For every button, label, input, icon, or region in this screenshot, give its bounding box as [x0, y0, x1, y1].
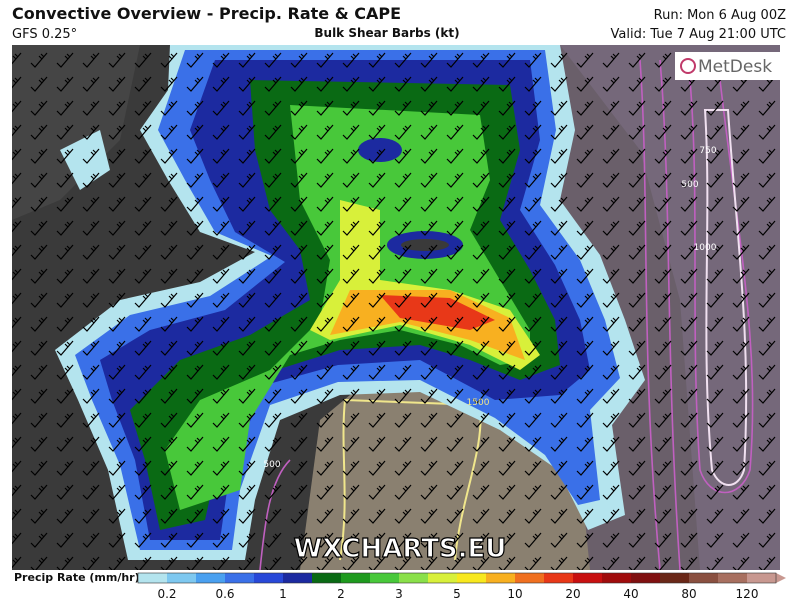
colorbar-swatch [399, 573, 429, 583]
colorbar-label: Precip Rate (mm/hr) [14, 571, 140, 584]
colorbar-swatch [225, 573, 255, 583]
colorbar-swatch [747, 573, 777, 583]
colorbar-swatch [718, 573, 748, 583]
colorbar-tick-label: 3 [395, 587, 403, 601]
logo: MetDesk [698, 57, 772, 77]
colorbar-arrow [776, 573, 786, 583]
colorbar-tick-label: 20 [565, 587, 580, 601]
colorbar-swatch [486, 573, 516, 583]
colorbar-frame [137, 572, 777, 584]
shear-barbs [12, 45, 780, 570]
colorbar-swatch [254, 573, 284, 583]
logo-icon [680, 58, 696, 74]
watermark: WXCHARTS.EU [294, 534, 507, 564]
colorbar-tick-label: 80 [681, 587, 696, 601]
colorbar-tick-label: 2 [337, 587, 345, 601]
contour-label: 750 [699, 146, 716, 156]
model-label: GFS 0.25° [12, 27, 77, 42]
colorbar: 0.2 0.6 1 2 3 5 10 20 40 80 120 [137, 572, 786, 601]
contour-label: 1500 [467, 398, 490, 408]
valid-label: Valid: Tue 7 Aug 21:00 UTC [611, 27, 786, 42]
colorbar-swatch [457, 573, 487, 583]
colorbar-swatch [167, 573, 197, 583]
run-label: Run: Mon 6 Aug 00Z [654, 8, 786, 23]
contour-label: 500 [263, 460, 280, 470]
logo-box [675, 52, 781, 80]
colorbar-swatch [660, 573, 690, 583]
colorbar-swatch [689, 573, 719, 583]
title: Convective Overview - Precip. Rate & CAP… [12, 4, 401, 23]
colorbar-tick-label: 120 [736, 587, 759, 601]
contour-label: 1000 [694, 243, 717, 253]
colorbar-swatch [544, 573, 574, 583]
overlay-label: Bulk Shear Barbs (kt) [314, 26, 459, 40]
colorbar-tick-label: 10 [507, 587, 522, 601]
colorbar-swatch [196, 573, 226, 583]
colorbar-swatch [138, 573, 168, 583]
colorbar-swatch [428, 573, 458, 583]
colorbar-swatch [283, 573, 313, 583]
map: 1500 1000 750 500 500 WXCHARTS.EU [12, 45, 780, 570]
colorbar-tick-label: 5 [453, 587, 461, 601]
colorbar-swatch [631, 573, 661, 583]
colorbar-swatch [341, 573, 371, 583]
colorbar-tick-label: 0.2 [157, 587, 176, 601]
colorbar-tick-label: 0.6 [215, 587, 234, 601]
colorbar-swatch [370, 573, 400, 583]
colorbar-tick-label: 1 [279, 587, 287, 601]
colorbar-swatch [515, 573, 545, 583]
colorbar-swatch [312, 573, 342, 583]
colorbar-swatch [573, 573, 603, 583]
colorbar-swatch [602, 573, 632, 583]
colorbar-tick-label: 40 [623, 587, 638, 601]
contour-label: 500 [681, 180, 698, 190]
